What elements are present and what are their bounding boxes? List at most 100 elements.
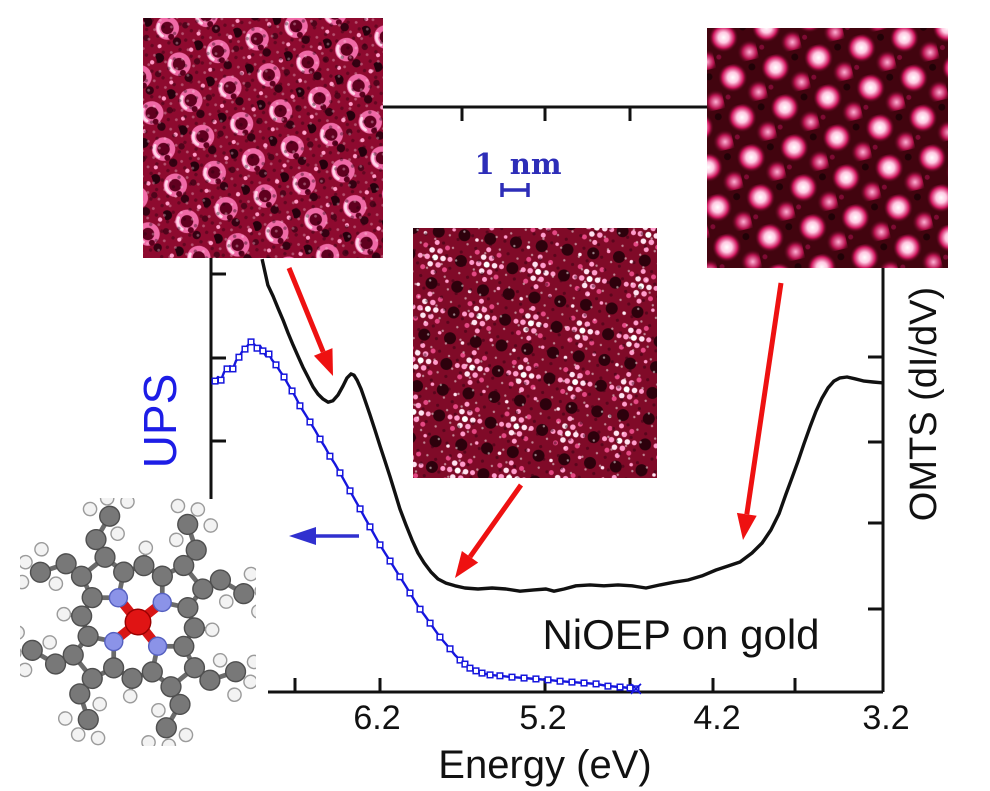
carbon-atom [160, 676, 182, 698]
ups-marker [386, 557, 394, 565]
carbon-atom [133, 555, 155, 577]
ups-marker [478, 669, 486, 677]
ups-marker [376, 541, 384, 549]
carbon-atom [55, 553, 77, 575]
hydrogen-atom [42, 635, 58, 650]
hydrogen-atom [251, 604, 256, 619]
ups-marker [235, 353, 243, 361]
carbon-atom [209, 569, 232, 591]
nickel-atom [124, 608, 152, 636]
hydrogen-atom [120, 498, 135, 509]
ups-marker [446, 645, 454, 653]
ups-marker [306, 418, 314, 426]
ups-marker [366, 523, 374, 531]
ups-marker [229, 365, 237, 373]
hydrogen-atom [243, 566, 256, 582]
carbon-atom [81, 587, 103, 609]
ups-marker [544, 676, 552, 684]
ups-marker [616, 683, 624, 691]
carbon-atom [192, 578, 214, 600]
hydrogen-atom [92, 696, 108, 712]
ups-marker [356, 505, 364, 513]
ups-marker [416, 605, 424, 613]
carbon-atom [85, 528, 107, 551]
hydrogen-atom [34, 541, 49, 557]
ups-marker [272, 361, 280, 369]
ups-marker [568, 678, 576, 686]
carbon-atom [183, 657, 206, 679]
nitrogen-atom [104, 631, 124, 652]
hydrogen-atom [141, 735, 156, 746]
x-tick-label-3_2: 3.2 [862, 699, 910, 737]
carbon-atom [29, 561, 52, 583]
ups-marker [436, 633, 444, 641]
ups-marker [580, 679, 588, 687]
hydrogen-atom [161, 738, 177, 746]
carbon-atom [173, 635, 195, 657]
hydrogen-atom [57, 711, 73, 726]
hydrogen-atom [20, 662, 33, 678]
ups-marker [508, 673, 516, 681]
hydrogen-atom [99, 498, 115, 506]
ups-marker [346, 487, 354, 495]
hydrogen-atom [56, 606, 72, 622]
x-tick-label-4_2: 4.2 [693, 699, 741, 737]
hydrogen-atom [218, 594, 234, 609]
ups-marker [532, 675, 540, 683]
carbon-atom [21, 639, 43, 661]
ups-marker [520, 674, 528, 682]
hydrogen-atom [90, 730, 106, 746]
hydrogen-atom [170, 498, 186, 514]
red-arrow-right-head [736, 512, 757, 540]
ups-marker [316, 435, 324, 443]
hydrogen-atom [212, 652, 228, 668]
ups-marker [496, 672, 504, 680]
ups-marker [461, 660, 469, 668]
carbon-atom [77, 625, 99, 647]
ups-marker [280, 373, 288, 381]
carbon-atom [62, 644, 84, 666]
ups-marker [223, 365, 231, 373]
carbon-atom [113, 561, 135, 583]
stm-image-right-blobs [707, 28, 948, 268]
hydrogen-atom [204, 622, 220, 638]
carbon-atom [177, 597, 199, 619]
carbon-atom [177, 513, 199, 536]
ups-axis-label: UPS [134, 373, 186, 469]
ups-marker [556, 677, 564, 685]
carbon-atom [141, 661, 163, 683]
ups-marker [604, 682, 612, 690]
ups-marker [326, 452, 334, 460]
carbon-atom [121, 667, 143, 689]
blue-arrow-ups-direction-head [289, 527, 316, 545]
carbon-atom [173, 554, 195, 577]
ups-marker [259, 347, 267, 355]
ups-marker [426, 619, 434, 627]
carbon-atom [155, 717, 177, 739]
hydrogen-atom [203, 518, 219, 533]
omts-curve [260, 258, 883, 593]
carbon-atom [70, 565, 93, 587]
carbon-atom [94, 546, 116, 568]
omts-axis-label: OMTS (dI/dV) [903, 286, 945, 522]
carbon-atom [77, 708, 99, 731]
niOEP-molecule-model [20, 498, 256, 746]
carbon-atom [99, 505, 121, 527]
carbon-atom [81, 667, 103, 690]
ups-marker [241, 345, 249, 353]
hydrogen-atom [70, 727, 86, 742]
ups-marker [288, 387, 296, 395]
red-arrow-right [744, 282, 784, 515]
hydrogen-atom [82, 501, 98, 517]
ups-marker [296, 402, 304, 410]
nitrogen-atom [152, 592, 172, 613]
red-arrow-middle-head [455, 551, 479, 578]
ups-marker [211, 377, 219, 385]
hydrogen-atom [151, 702, 166, 718]
hydrogen-atom [122, 688, 138, 704]
red-arrow-left-head [313, 348, 333, 376]
ups-marker [456, 656, 464, 664]
hydrogen-atom [20, 574, 30, 590]
carbon-atom [44, 653, 67, 675]
